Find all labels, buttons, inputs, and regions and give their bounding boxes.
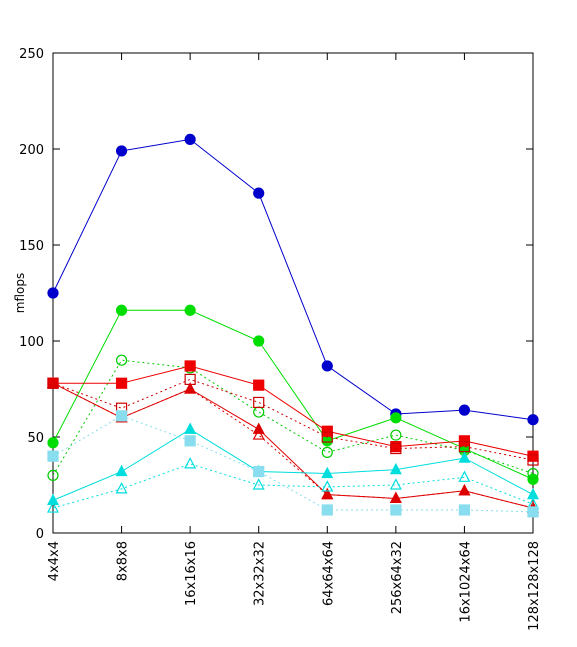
data-point bbox=[321, 425, 333, 437]
data-point bbox=[115, 377, 128, 389]
data-point bbox=[458, 435, 471, 447]
y-axis: 0 50 100 150 200 250 bbox=[19, 47, 533, 542]
data-point bbox=[321, 431, 333, 443]
series-line bbox=[52, 309, 534, 480]
data-point bbox=[47, 376, 59, 388]
data-point bbox=[389, 478, 402, 490]
data-point bbox=[47, 287, 59, 299]
data-point bbox=[184, 304, 196, 316]
data-point bbox=[47, 469, 59, 481]
data-point bbox=[321, 504, 333, 516]
y-tick-label: 250 bbox=[19, 47, 44, 62]
x-tick-label: 64x64x64 bbox=[321, 541, 336, 606]
x-tick-label: 4x4x4 bbox=[47, 541, 62, 581]
x-tick-label: 16x1024x64 bbox=[458, 541, 473, 623]
y-tick-label: 150 bbox=[19, 239, 44, 254]
y-tick-label: 50 bbox=[27, 431, 44, 446]
data-point bbox=[458, 451, 471, 463]
series-line bbox=[53, 365, 534, 457]
data-point bbox=[184, 435, 196, 447]
data-point bbox=[527, 487, 539, 500]
y-tick-label: 200 bbox=[19, 143, 44, 158]
data-point bbox=[47, 501, 59, 513]
x-tick-label: 8x8x8 bbox=[116, 541, 131, 581]
data-point bbox=[184, 457, 197, 469]
data-point bbox=[458, 470, 471, 482]
data-point bbox=[253, 406, 265, 418]
data-point bbox=[321, 360, 333, 372]
data-point bbox=[115, 354, 128, 366]
data-point bbox=[527, 506, 539, 518]
data-point bbox=[390, 429, 402, 441]
data-point bbox=[458, 404, 471, 416]
series-line bbox=[52, 378, 534, 461]
data-point bbox=[184, 133, 196, 145]
data-point bbox=[390, 504, 402, 516]
data-point bbox=[47, 437, 59, 449]
x-axis: 4x4x4 8x8x8 16x16x16 32x32x32 64x64x64 256x64… bbox=[47, 53, 542, 631]
data-point bbox=[458, 483, 471, 496]
data-point bbox=[253, 465, 265, 478]
data-point bbox=[184, 422, 197, 434]
series-line bbox=[52, 382, 534, 509]
data-point bbox=[389, 462, 402, 475]
data-point bbox=[115, 482, 128, 494]
data-point bbox=[321, 466, 334, 479]
series-line bbox=[52, 428, 534, 501]
data-point bbox=[253, 379, 265, 391]
data-point bbox=[389, 491, 402, 504]
x-tick-label: 32x32x32 bbox=[253, 541, 268, 606]
data-point bbox=[321, 480, 334, 492]
series-line bbox=[52, 359, 534, 476]
data-point bbox=[458, 483, 471, 496]
series-line bbox=[52, 138, 534, 421]
series-line bbox=[52, 415, 534, 513]
data-point bbox=[253, 335, 265, 347]
data-point bbox=[115, 145, 128, 157]
data-point bbox=[527, 467, 539, 480]
data-point bbox=[184, 382, 197, 394]
data-point bbox=[252, 428, 265, 440]
data-point bbox=[47, 493, 59, 505]
data-point bbox=[390, 442, 402, 455]
data-point bbox=[253, 187, 265, 199]
series-line bbox=[52, 463, 534, 509]
series-layer bbox=[47, 133, 539, 518]
data-point bbox=[115, 410, 128, 422]
data-point bbox=[321, 446, 333, 458]
data-point bbox=[253, 396, 265, 409]
series-10 bbox=[47, 410, 539, 518]
data-point bbox=[252, 478, 265, 490]
data-point bbox=[115, 464, 128, 477]
data-point bbox=[527, 414, 539, 426]
y-tick-label: 0 bbox=[36, 527, 44, 542]
data-point bbox=[527, 473, 539, 485]
data-point bbox=[390, 412, 402, 424]
x-tick-label: 256x64x32 bbox=[390, 541, 405, 614]
data-point bbox=[47, 450, 59, 462]
y-tick-label: 100 bbox=[19, 335, 44, 350]
data-point bbox=[184, 360, 196, 372]
y-axis-label: mflops bbox=[13, 273, 27, 313]
series-4 bbox=[47, 360, 539, 462]
data-point bbox=[321, 487, 334, 500]
series-9 bbox=[47, 457, 539, 513]
x-tick-label: 128x128x128 bbox=[527, 541, 542, 631]
data-point bbox=[115, 304, 128, 316]
x-tick-label: 16x16x16 bbox=[184, 541, 199, 606]
data-point bbox=[458, 504, 471, 516]
data-point bbox=[527, 454, 539, 466]
